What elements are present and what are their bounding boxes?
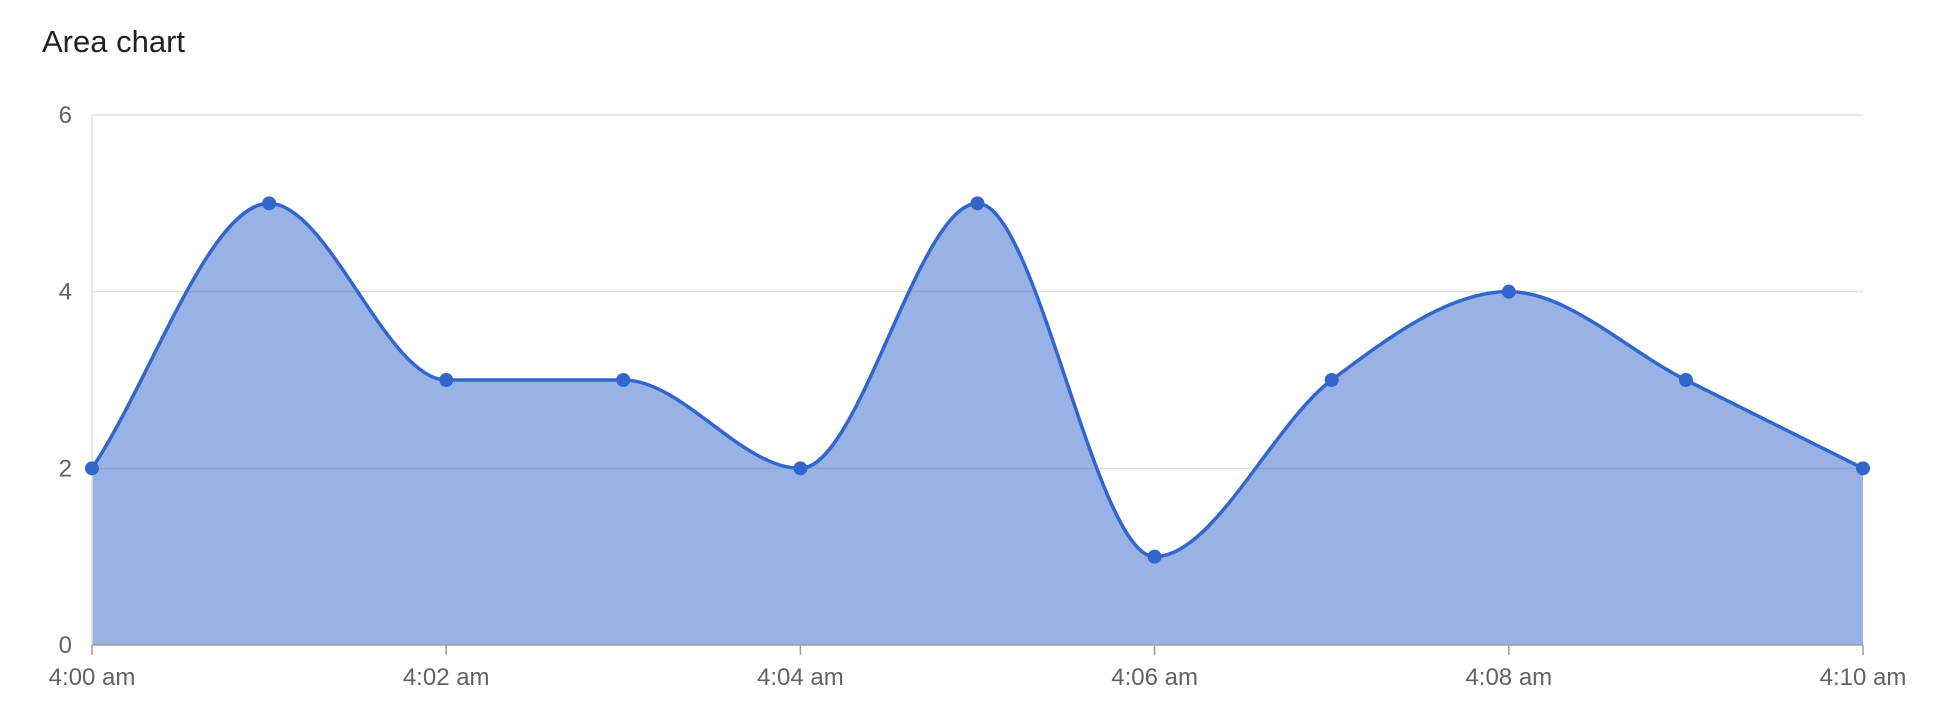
y-tick-label: 0 (59, 632, 72, 659)
data-point (1324, 373, 1339, 387)
x-tick-label: 4:02 am (403, 664, 490, 691)
x-tick-label: 4:00 am (49, 664, 136, 691)
x-tick-label: 4:06 am (1111, 664, 1198, 691)
data-point (1856, 461, 1870, 476)
data-point (616, 373, 631, 387)
x-tick-label: 4:08 am (1465, 664, 1552, 691)
data-point (85, 461, 99, 476)
data-point (970, 196, 985, 211)
data-point (793, 461, 808, 476)
y-tick-label: 6 (59, 102, 72, 129)
data-point (1678, 373, 1693, 387)
y-tick-label: 2 (59, 455, 72, 482)
area-fill (92, 203, 1863, 646)
x-tick-label: 4:10 am (1820, 664, 1907, 691)
data-point (439, 373, 454, 387)
y-tick-label: 4 (59, 279, 72, 306)
x-tick-label: 4:04 am (757, 664, 844, 691)
chart-title: Area chart (42, 24, 186, 59)
data-point (1501, 284, 1516, 299)
data-point (1147, 549, 1162, 564)
data-point (262, 196, 277, 211)
